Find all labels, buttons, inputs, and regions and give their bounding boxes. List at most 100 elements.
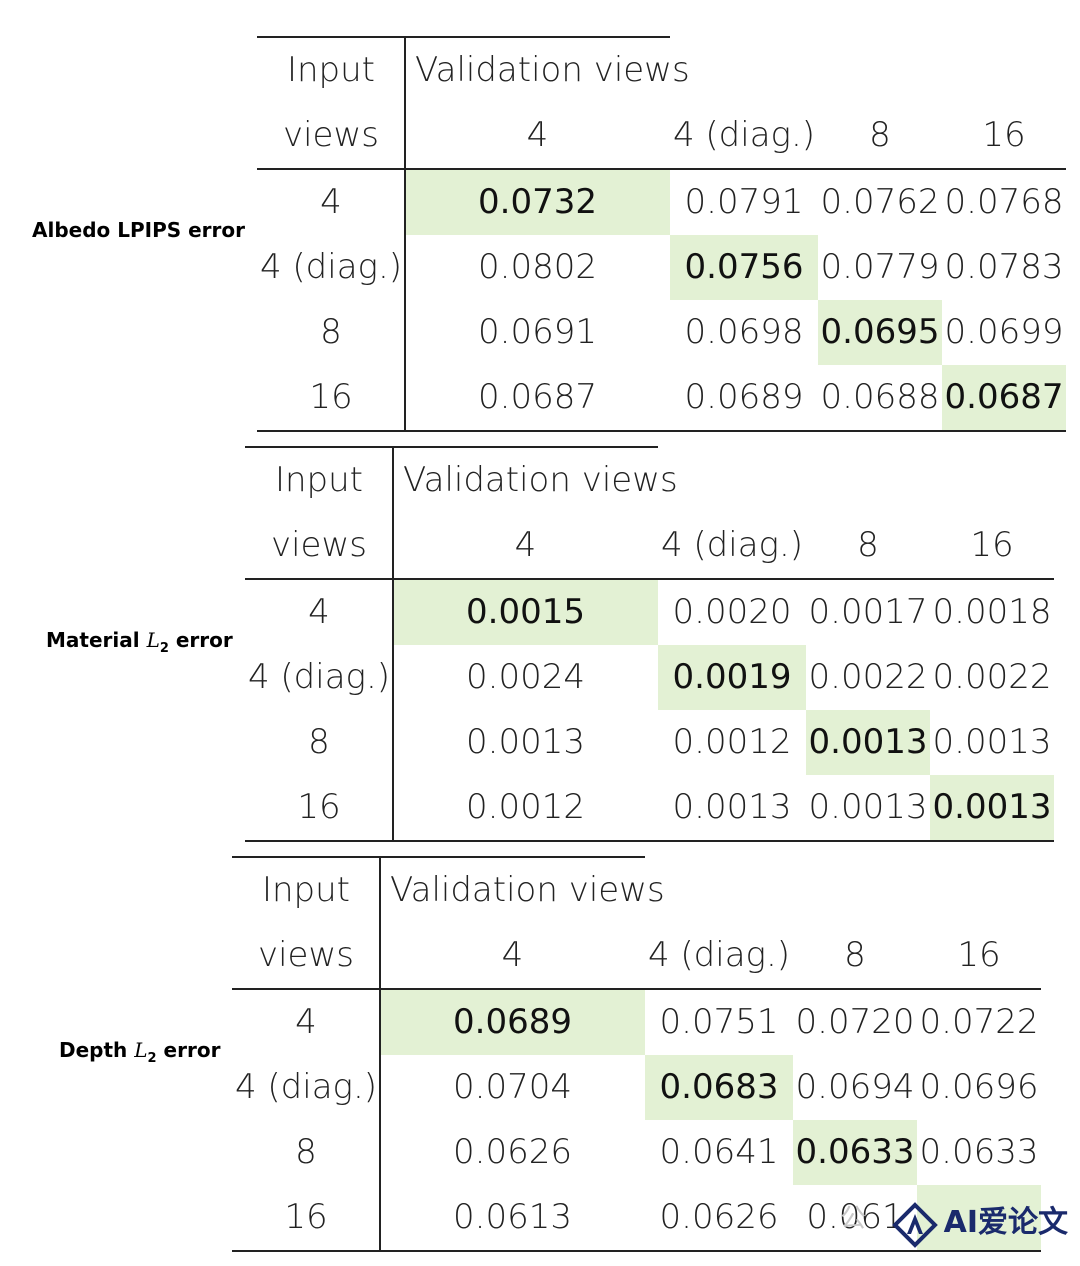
row-label: 4 bbox=[308, 592, 330, 632]
value-cell: 0.0802 bbox=[478, 247, 597, 287]
value-cell: 0.0704 bbox=[453, 1067, 572, 1107]
value-cell: 0.0017 bbox=[808, 592, 928, 632]
top-rule bbox=[232, 856, 645, 858]
input-views-header-line2: views bbox=[257, 935, 354, 975]
column-divider bbox=[379, 856, 381, 1252]
validation-views-header: Validation views bbox=[415, 50, 690, 90]
best-value-cell: 0.0687 bbox=[942, 365, 1066, 430]
row-label: 8 bbox=[295, 1132, 317, 1172]
row-label: 4 bbox=[295, 1002, 317, 1042]
value-cell: 0.0783 bbox=[944, 247, 1064, 287]
input-views-header-line2: views bbox=[282, 115, 379, 155]
best-value-cell: 0.0756 bbox=[670, 235, 818, 300]
header-rule bbox=[245, 578, 1054, 580]
value-cell: 0.0013 bbox=[672, 787, 792, 827]
metric-label: Depth L2 error bbox=[59, 1038, 220, 1066]
value-cell: 0.0694 bbox=[795, 1067, 915, 1107]
row-label: 4 (diag.) bbox=[234, 1067, 378, 1107]
column-header: 4 bbox=[501, 935, 524, 975]
row-label: 16 bbox=[297, 787, 341, 827]
column-header: 16 bbox=[982, 115, 1026, 155]
metric-label-text: Albedo LPIPS error bbox=[32, 218, 245, 242]
input-views-header-line2: views bbox=[270, 525, 367, 565]
value-cell: 0.0691 bbox=[478, 312, 597, 352]
watermark: AI爱论文 bbox=[891, 1197, 1068, 1253]
metric-symbol: L bbox=[134, 1038, 148, 1062]
value-cell: 0.0762 bbox=[820, 182, 940, 222]
row-label: 16 bbox=[284, 1197, 328, 1237]
row-label: 8 bbox=[320, 312, 342, 352]
row-label: 4 (diag.) bbox=[247, 657, 391, 697]
value-cell: 0.0688 bbox=[820, 377, 940, 417]
input-views-header-line1: Input bbox=[261, 870, 351, 910]
value-cell: 0.0696 bbox=[919, 1067, 1039, 1107]
metric-label-prefix: Material bbox=[46, 628, 147, 652]
value-cell: 0.0687 bbox=[478, 377, 597, 417]
value-cell: 0.0722 bbox=[919, 1002, 1039, 1042]
column-header: 4 bbox=[526, 115, 549, 155]
value-cell: 0.0689 bbox=[684, 377, 804, 417]
input-views-header-line1: Input bbox=[274, 460, 364, 500]
column-header: 8 bbox=[844, 935, 866, 975]
column-header: 4 (diag.) bbox=[672, 115, 816, 155]
input-views-header-line1: Input bbox=[286, 50, 376, 90]
best-value-cell: 0.0013 bbox=[930, 775, 1054, 840]
top-rule bbox=[245, 446, 658, 448]
value-cell: 0.0013 bbox=[932, 722, 1052, 762]
value-cell: 0.0720 bbox=[795, 1002, 915, 1042]
value-cell: 0.0012 bbox=[672, 722, 792, 762]
best-value-cell: 0.0019 bbox=[658, 645, 806, 710]
metric-label: Material L2 error bbox=[46, 628, 233, 656]
column-header: 8 bbox=[857, 525, 879, 565]
value-cell: 0.0698 bbox=[684, 312, 804, 352]
value-cell: 0.0641 bbox=[659, 1132, 779, 1172]
best-value-cell: 0.0633 bbox=[793, 1120, 917, 1185]
header-rule bbox=[232, 988, 1041, 990]
best-value-cell: 0.0683 bbox=[645, 1055, 793, 1120]
value-cell: 0.0791 bbox=[684, 182, 804, 222]
metric-symbol: L bbox=[146, 628, 160, 652]
value-cell: 0.0013 bbox=[466, 722, 585, 762]
diamond-a-logo-icon bbox=[891, 1202, 938, 1252]
value-cell: 0.0022 bbox=[808, 657, 928, 697]
row-label: 4 (diag.) bbox=[259, 247, 403, 287]
column-divider bbox=[404, 36, 406, 432]
row-label: 16 bbox=[309, 377, 353, 417]
value-cell: 0.0022 bbox=[932, 657, 1052, 697]
value-cell: 0.0626 bbox=[453, 1132, 572, 1172]
best-value-cell: 0.0732 bbox=[405, 170, 670, 235]
value-cell: 0.0751 bbox=[659, 1002, 779, 1042]
value-cell: 0.0013 bbox=[808, 787, 928, 827]
best-value-cell: 0.0689 bbox=[380, 990, 645, 1055]
metric-label-suffix: error bbox=[168, 628, 233, 652]
column-header: 4 bbox=[514, 525, 537, 565]
value-cell: 0.0613 bbox=[453, 1197, 572, 1237]
best-value-cell bbox=[917, 1185, 1041, 1250]
row-label: 8 bbox=[308, 722, 330, 762]
metric-label-prefix: Depth bbox=[59, 1038, 135, 1062]
bottom-rule bbox=[232, 1250, 1041, 1252]
best-value-cell: 0.0013 bbox=[806, 710, 930, 775]
column-header: 4 (diag.) bbox=[660, 525, 804, 565]
metric-label: Albedo LPIPS error bbox=[32, 218, 245, 242]
value-cell: 0.0779 bbox=[820, 247, 940, 287]
value-cell: 0.0012 bbox=[466, 787, 585, 827]
bottom-rule bbox=[257, 430, 1066, 432]
validation-views-header: Validation views bbox=[390, 870, 665, 910]
value-cell: 0.061 bbox=[806, 1197, 904, 1237]
value-cell: 0.0626 bbox=[659, 1197, 779, 1237]
watermark-text: AI爱论文 bbox=[943, 1204, 1068, 1240]
value-cell: 0.0020 bbox=[672, 592, 792, 632]
column-header: 16 bbox=[970, 525, 1014, 565]
row-label: 4 bbox=[320, 182, 342, 222]
column-header: 8 bbox=[869, 115, 891, 155]
metric-subscript: 2 bbox=[159, 641, 169, 656]
top-rule bbox=[257, 36, 670, 38]
best-value-cell: 0.0695 bbox=[818, 300, 942, 365]
best-value-cell: 0.0015 bbox=[393, 580, 658, 645]
column-header: 16 bbox=[957, 935, 1001, 975]
value-cell: 0.0018 bbox=[932, 592, 1052, 632]
value-cell: 0.0768 bbox=[944, 182, 1064, 222]
column-header: 4 (diag.) bbox=[647, 935, 791, 975]
header-rule bbox=[257, 168, 1066, 170]
